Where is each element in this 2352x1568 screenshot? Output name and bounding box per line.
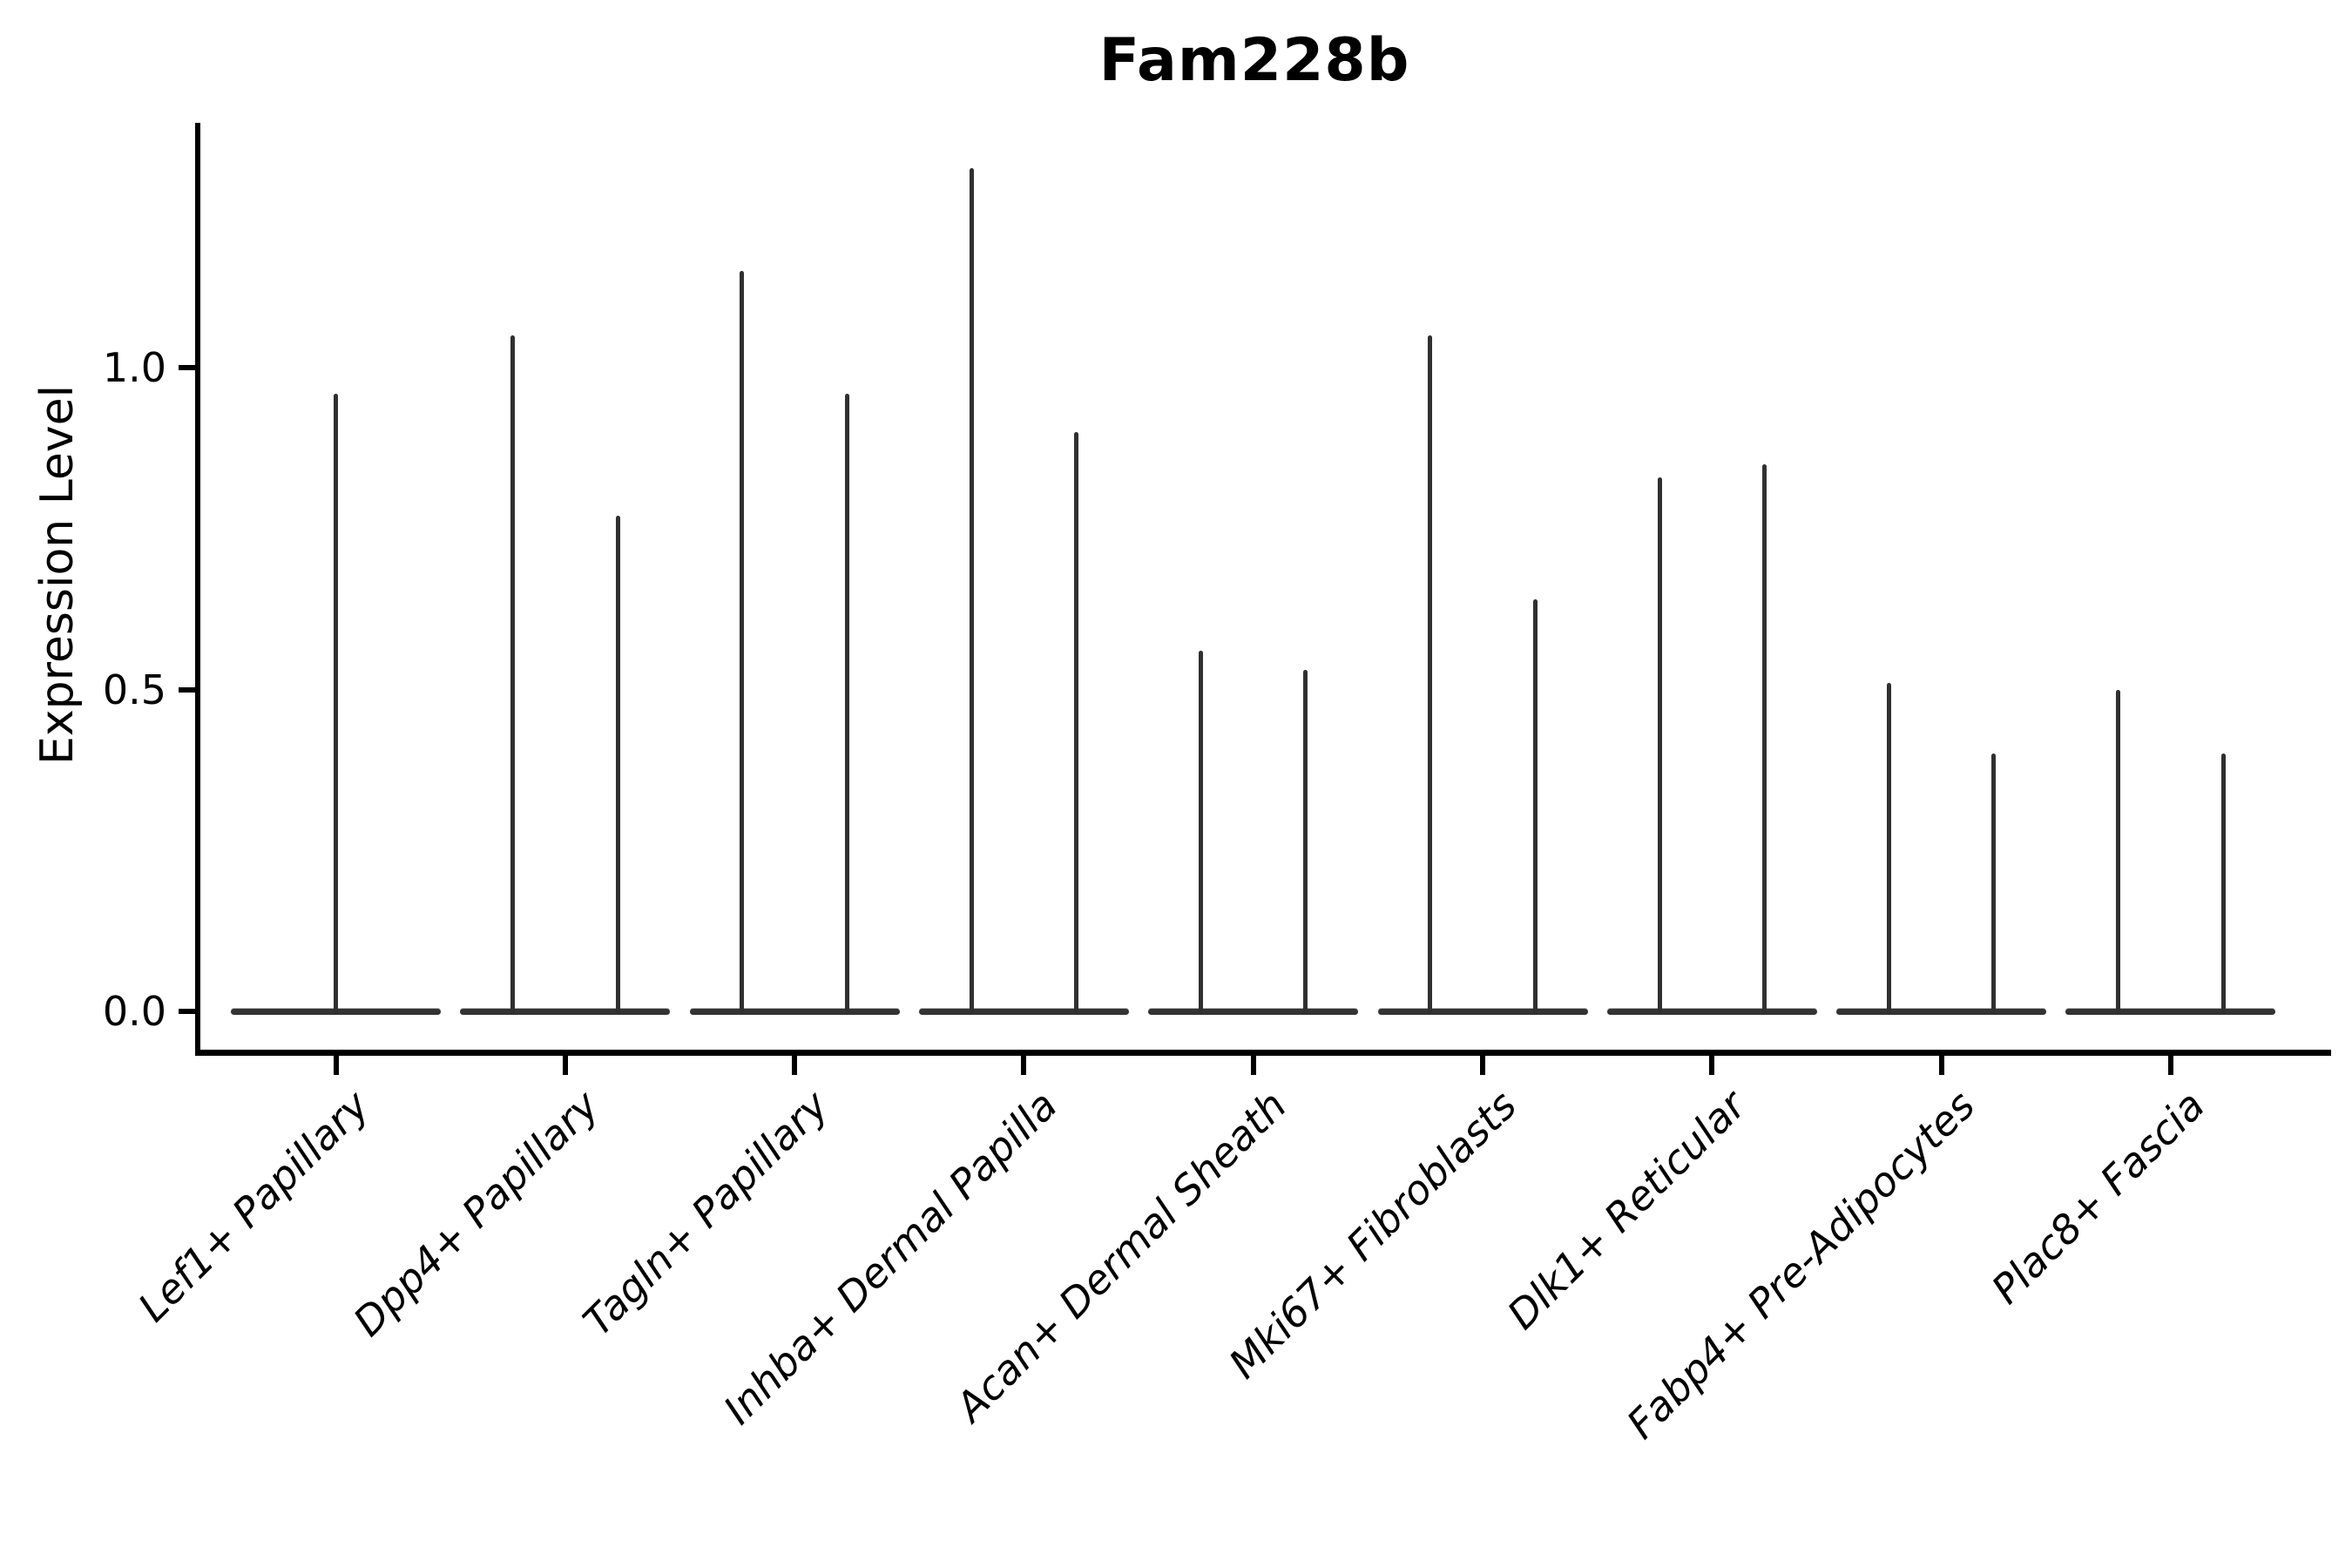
violin-spike xyxy=(1198,651,1203,1014)
violin-spike xyxy=(1762,463,1767,1014)
x-tick-mark xyxy=(1709,1056,1715,1075)
violin-spike xyxy=(1991,754,1997,1014)
violin-spike xyxy=(844,393,849,1014)
y-tick-mark xyxy=(179,686,195,693)
x-tick-label: Tagln+ Papillary xyxy=(573,1081,837,1345)
x-tick-mark xyxy=(1938,1056,1944,1075)
x-tick-mark xyxy=(562,1056,568,1075)
violin-spike xyxy=(1074,431,1079,1014)
x-tick-mark xyxy=(2167,1056,2173,1075)
violin-spike xyxy=(1657,476,1662,1014)
violin-spike xyxy=(2220,754,2226,1014)
violin-spike xyxy=(1428,335,1433,1014)
violin-base xyxy=(689,1009,900,1015)
y-tick-mark xyxy=(179,1009,195,1014)
x-tick-label: Lef1+ Papillary xyxy=(129,1081,379,1331)
violin-spike xyxy=(1886,683,1891,1014)
violin-spike xyxy=(969,167,974,1014)
x-tick-mark xyxy=(792,1056,798,1075)
violin-base xyxy=(460,1009,671,1015)
x-tick-label: Plac8+ Fascia xyxy=(1982,1081,2213,1313)
violin-base xyxy=(1377,1009,1588,1015)
violin-base xyxy=(2065,1009,2276,1015)
violin-base xyxy=(1836,1009,2047,1015)
violin-base xyxy=(918,1009,1129,1015)
x-tick-label: Dpp4+ Papillary xyxy=(343,1081,608,1346)
chart-title: Fam228b xyxy=(1098,26,1410,95)
y-tick-mark xyxy=(179,365,195,370)
y-tick-label: 0.5 xyxy=(102,666,166,713)
x-tick-label: Dlk1+ Reticular xyxy=(1497,1081,1755,1339)
violin-spike xyxy=(510,335,516,1014)
violin-spike xyxy=(1303,670,1308,1014)
x-tick-mark xyxy=(1250,1056,1256,1075)
y-tick-label: 0.0 xyxy=(102,988,166,1035)
x-axis-spine xyxy=(195,1050,2331,1056)
violin-base xyxy=(1148,1009,1359,1015)
y-tick-label: 1.0 xyxy=(102,344,166,391)
violin-base xyxy=(1606,1009,1817,1015)
y-axis-spine xyxy=(195,123,200,1056)
violin-spike xyxy=(334,393,338,1014)
violin-spike xyxy=(1532,599,1538,1014)
x-tick-mark xyxy=(1021,1056,1027,1075)
violin-spike xyxy=(740,271,745,1014)
x-tick-mark xyxy=(333,1056,339,1075)
violin-spike xyxy=(615,515,620,1014)
x-tick-mark xyxy=(1480,1056,1485,1075)
violin-spike xyxy=(2116,689,2121,1014)
